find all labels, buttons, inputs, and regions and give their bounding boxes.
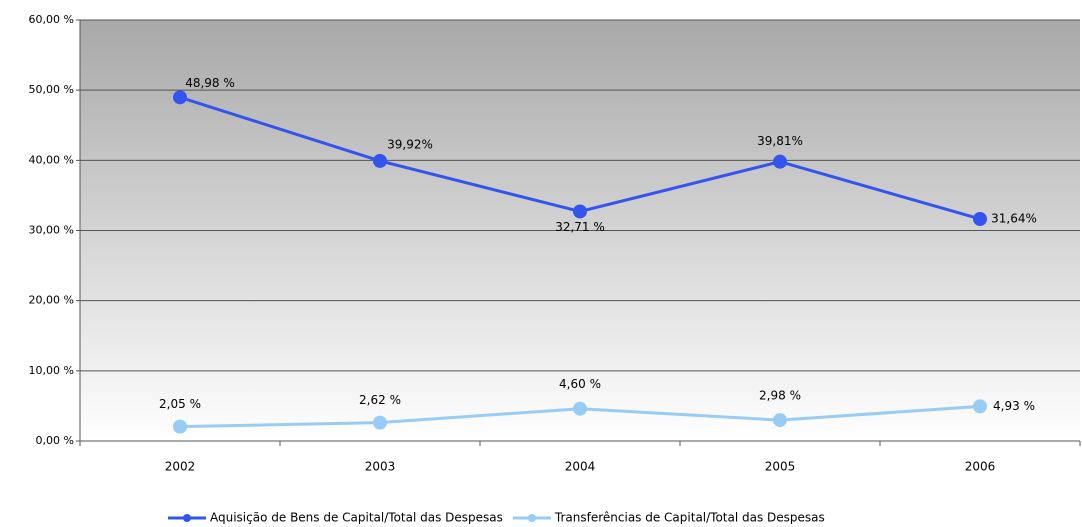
marker [973, 211, 987, 226]
y-tick-label: 10,00 % [29, 364, 74, 377]
marker [173, 90, 187, 105]
x-tick-label: 2003 [365, 460, 396, 474]
data-label: 39,81% [757, 134, 803, 148]
marker [973, 399, 987, 414]
marker [773, 154, 787, 169]
marker [773, 413, 787, 428]
y-tick-label: 40,00 % [29, 153, 74, 166]
y-tick-label: 50,00 % [29, 83, 74, 96]
data-label: 4,60 % [559, 377, 601, 391]
y-tick-label: 0,00 % [36, 434, 74, 447]
marker [373, 153, 387, 168]
y-tick-label: 60,00 % [29, 13, 74, 26]
legend-marker [527, 514, 536, 522]
marker [573, 204, 587, 219]
legend-label: Aquisição de Bens de Capital/Total das D… [210, 511, 503, 525]
marker [373, 415, 387, 430]
x-tick-label: 2006 [965, 460, 996, 474]
legend-marker [183, 514, 191, 522]
data-label: 2,05 % [159, 397, 201, 411]
data-label: 2,98 % [759, 389, 801, 403]
marker [573, 401, 587, 416]
data-label: 48,98 % [185, 76, 235, 90]
legend-label: Transferências de Capital/Total das Desp… [554, 511, 825, 525]
marker [173, 419, 187, 434]
y-tick-label: 20,00 % [29, 294, 74, 307]
data-label: 32,71 % [555, 220, 605, 234]
data-label: 39,92% [387, 137, 433, 151]
x-tick-label: 2002 [165, 460, 196, 474]
x-tick-label: 2004 [565, 460, 596, 474]
x-tick-label: 2005 [765, 460, 796, 474]
data-label: 31,64% [991, 211, 1037, 225]
data-label: 2,62 % [359, 393, 401, 407]
data-label: 4,93 % [993, 399, 1035, 413]
y-tick-label: 30,00 % [29, 224, 74, 237]
